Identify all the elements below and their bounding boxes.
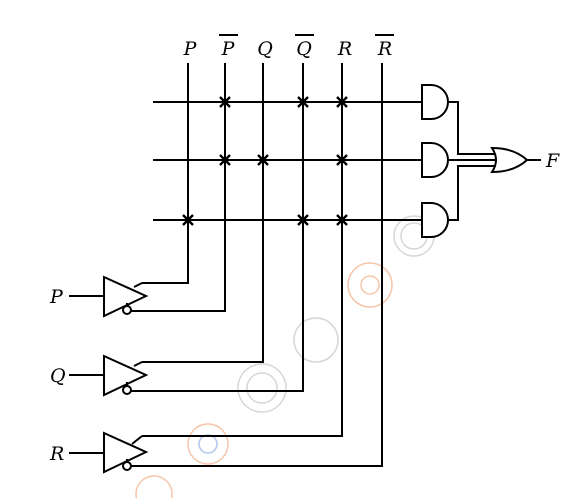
watermark-seal bbox=[360, 275, 380, 295]
connections bbox=[182, 96, 348, 226]
connection-mark bbox=[297, 214, 309, 226]
inversion-bubble bbox=[122, 305, 132, 315]
input-buffer-q: Q bbox=[50, 354, 149, 397]
connection-mark bbox=[257, 154, 269, 166]
connection-mark bbox=[297, 96, 309, 108]
literal-line bbox=[142, 63, 189, 284]
watermarks bbox=[135, 215, 435, 498]
literal-line bbox=[142, 63, 343, 437]
buffer-gate bbox=[103, 354, 149, 397]
input-label: Q bbox=[50, 365, 66, 387]
or-input-wire bbox=[448, 165, 495, 221]
inversion-bubble bbox=[122, 461, 132, 471]
inversion-bubble bbox=[122, 385, 132, 395]
or-gate bbox=[490, 146, 529, 174]
literal-line bbox=[142, 63, 264, 363]
column-label: Q bbox=[257, 38, 273, 60]
or-input-wires bbox=[448, 101, 497, 221]
connection-mark bbox=[182, 214, 194, 226]
and-gates bbox=[421, 84, 449, 238]
buffer-true-tap bbox=[133, 282, 143, 288]
connection-mark bbox=[336, 214, 348, 226]
watermark-seal bbox=[198, 434, 218, 454]
literal-line bbox=[131, 63, 304, 392]
column-label: P bbox=[221, 38, 236, 60]
input-buffer-r: R bbox=[49, 431, 149, 474]
watermark-seal bbox=[135, 475, 173, 498]
and-gate bbox=[421, 202, 449, 238]
watermark-seal bbox=[237, 363, 287, 413]
column-labels: P P Q Q R R bbox=[183, 34, 394, 60]
vertical-lines bbox=[131, 63, 383, 467]
literal-line bbox=[131, 63, 226, 312]
watermark-seal bbox=[347, 262, 393, 308]
buffer-true-tap bbox=[131, 435, 143, 445]
watermark-seal bbox=[293, 317, 339, 363]
column-label: R bbox=[337, 38, 352, 60]
or-input-wire bbox=[448, 101, 495, 155]
watermark-seal bbox=[246, 372, 278, 404]
product-lines bbox=[153, 101, 422, 221]
column-label: Q bbox=[296, 38, 312, 60]
connection-mark bbox=[219, 154, 231, 166]
watermark-seal bbox=[187, 423, 229, 465]
and-gate bbox=[421, 84, 449, 120]
connection-mark bbox=[219, 96, 231, 108]
column-label: P bbox=[183, 38, 198, 60]
input-label: R bbox=[49, 443, 64, 465]
column-label: R bbox=[377, 38, 392, 60]
input-label: P bbox=[49, 286, 64, 308]
and-gate bbox=[421, 142, 449, 178]
connection-mark bbox=[336, 96, 348, 108]
output-label: F bbox=[545, 150, 560, 172]
buffer-true-tap bbox=[133, 361, 143, 367]
input-buffer-p: P bbox=[49, 275, 149, 318]
literal-line bbox=[131, 63, 383, 467]
connection-mark bbox=[336, 154, 348, 166]
